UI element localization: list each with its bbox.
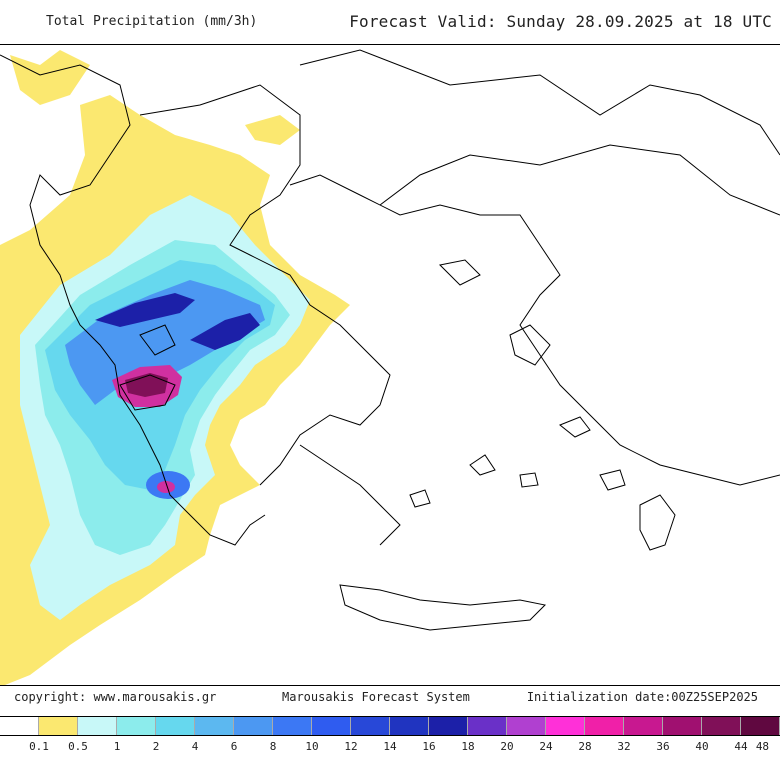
legend-swatch: [702, 717, 741, 735]
legend-tick-label: 10: [305, 740, 319, 753]
precip-blue-area: [65, 280, 265, 405]
legend-swatch: [741, 717, 780, 735]
legend-tick-label: 36: [656, 740, 670, 753]
forecast-valid-label: Forecast Valid: Sunday 28.09.2025 at 18 …: [349, 12, 772, 31]
legend-tick-label: 18: [461, 740, 475, 753]
legend-swatch: [351, 717, 390, 735]
legend-tick-label: 1: [113, 740, 121, 753]
legend-tick-label: 4: [191, 740, 199, 753]
legend-tick-label: 6: [230, 740, 238, 753]
legend-swatch: [624, 717, 663, 735]
legend-swatch: [39, 717, 78, 735]
legend-tick-label: 32: [617, 740, 631, 753]
legend-tick-label: 0.1: [29, 740, 49, 753]
legend-tick-label: 16: [422, 740, 436, 753]
legend-swatch: [195, 717, 234, 735]
legend-swatch: [390, 717, 429, 735]
legend-swatch: [117, 717, 156, 735]
legend-tick-label: 24: [539, 740, 553, 753]
legend-tick-label: 20: [500, 740, 514, 753]
precip-dark-blue-area: [95, 293, 260, 350]
legend-swatch: [273, 717, 312, 735]
coastlines: [0, 49, 780, 631]
precip-secondary-cell: [146, 471, 190, 499]
legend-swatch: [0, 717, 39, 735]
legend-swatch: [507, 717, 546, 735]
legend-swatch: [546, 717, 585, 735]
init-date-label: Initialization date:00Z25SEP2025: [526, 690, 758, 704]
color-legend: [0, 716, 780, 736]
legend-swatch: [156, 717, 195, 735]
legend-swatch: [468, 717, 507, 735]
legend-tick-label: 28: [578, 740, 592, 753]
precipitation-map: [0, 44, 780, 686]
legend-swatch: [429, 717, 468, 735]
copyright-label: copyright: www.marousakis.gr: [14, 690, 217, 704]
system-label: Marousakis Forecast System: [282, 690, 470, 704]
map-title: Total Precipitation (mm/3h): [46, 14, 258, 29]
legend-tick-label: 12: [344, 740, 358, 753]
legend-swatch: [663, 717, 702, 735]
legend-tick-label: 0.5: [68, 740, 88, 753]
legend-swatch: [78, 717, 117, 735]
legend-tick-label: 44: [734, 740, 748, 753]
legend-tick-label: 2: [152, 740, 160, 753]
legend-tick-label: 40: [695, 740, 709, 753]
legend-swatch: [312, 717, 351, 735]
legend-tick-label: 14: [383, 740, 397, 753]
legend-tick-label: 8: [269, 740, 277, 753]
legend-tick-label: 48: [755, 740, 770, 753]
legend-swatch: [585, 717, 624, 735]
legend-swatch: [234, 717, 273, 735]
precip-magenta-core: [112, 365, 182, 407]
legend-ticks: 0.1 0.5 1 2 4 6 8 10 12 14 16 18 20 24 28 32 36 40 44 48: [0, 740, 780, 758]
